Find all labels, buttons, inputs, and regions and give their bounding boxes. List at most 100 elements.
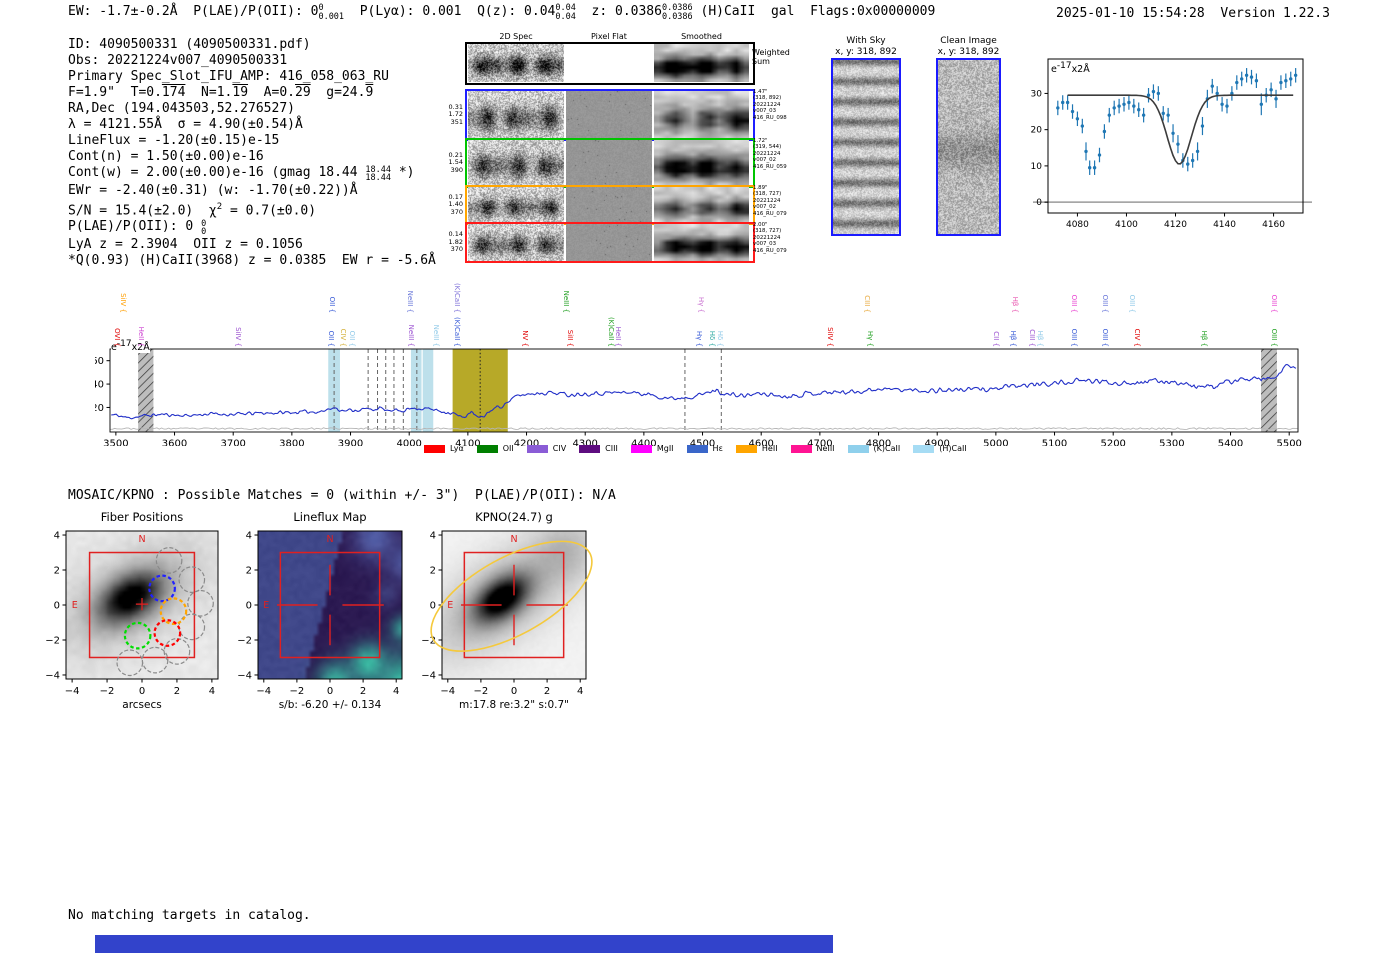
data-point	[1132, 104, 1136, 108]
y-tick-label: 4	[430, 531, 436, 542]
x-tick-label: 0	[327, 686, 333, 697]
fiber-row-left-stats: 0.14 1.82 370	[448, 230, 463, 254]
galaxy-ellipse	[430, 540, 593, 652]
line-marker-bottom: SiII {	[565, 329, 574, 347]
data-point	[1141, 113, 1146, 117]
data-point	[1151, 89, 1156, 94]
y-tick-label: 4	[246, 531, 252, 542]
line-marker-bottom: CII {	[991, 331, 1000, 347]
data-point	[1225, 104, 1229, 108]
y-tick-label: 0	[54, 601, 60, 612]
cutout-title: Fiber Positions	[101, 510, 184, 524]
x-tick-label: −2	[100, 686, 115, 697]
data-point	[1092, 166, 1097, 170]
spec2d-row-border	[465, 222, 755, 263]
line-marker-top: OIII {	[1127, 294, 1136, 313]
x-tick-label: 3700	[220, 439, 245, 447]
x-tick-label: 5200	[1100, 439, 1125, 447]
info-line: λ = 4121.55Å σ = 4.90(±0.54)Å	[68, 117, 303, 133]
line-marker-bottom: Hδ {	[716, 330, 725, 347]
x-tick-label: 4120	[1164, 220, 1187, 230]
clean-image	[938, 60, 999, 234]
x-tick-label: 5500	[1276, 439, 1301, 447]
line-marker-bottom: NeIII {	[432, 324, 441, 347]
data-point	[1166, 113, 1170, 117]
legend-swatch	[847, 444, 869, 453]
fiber-circle	[153, 619, 182, 647]
north-label: N	[138, 534, 145, 545]
masked-band-hatch	[138, 349, 154, 432]
units-annotation: e-17x2Å	[111, 339, 150, 354]
line-marker-bottom: Hβ {	[1199, 330, 1208, 347]
x-tick-label: 4200	[514, 439, 539, 447]
line-marker-top: NeIII {	[406, 290, 415, 313]
line-marker-bottom: OIII {	[1100, 328, 1109, 347]
legend-swatch	[579, 444, 601, 453]
weighted-sum-label: Weighted Sum	[752, 48, 790, 66]
data-point	[1080, 124, 1085, 128]
legend-label: MgII	[656, 444, 674, 453]
x-tick-label: 0	[139, 686, 145, 697]
spectrum-legend: Lyα OII CIV CIII MgII Hε HeII NeIII (K)CaII (H)Ca…	[424, 444, 980, 453]
mosaic-match-line: MOSAIC/KPNO : Possible Matches = 0 (with…	[68, 488, 616, 503]
line-marker-top: OIII {	[1100, 294, 1109, 313]
line-marker-top: SiIV {	[118, 293, 127, 313]
y-tick-label: −4	[421, 670, 436, 681]
legend-entry: OII	[476, 444, 514, 453]
plot-frame	[109, 348, 1299, 433]
x-tick-label: 4500	[690, 439, 715, 447]
spec2d-col-title: 2D Spec	[499, 32, 533, 41]
fiber-row-left-stats: 0.31 1.72 351	[448, 102, 463, 126]
east-label: E	[72, 600, 78, 611]
legend-label: OII	[502, 444, 514, 453]
line-marker-top: OII {	[328, 296, 337, 313]
smoothed-image	[654, 140, 749, 186]
cutout-xlabel: s/b: -6.20 +/- 0.134	[279, 699, 382, 711]
x-tick-label: −4	[65, 686, 80, 697]
sky-panel-coords: x, y: 318, 892	[937, 46, 1000, 57]
data-point	[1171, 131, 1175, 135]
legend-entry: NeIII	[790, 444, 835, 453]
fiber-circle	[148, 574, 176, 603]
x-tick-label: 4	[393, 686, 399, 697]
legend-label: (H)CaII	[939, 444, 967, 453]
line-marker-top: (K)CaII {	[452, 282, 461, 313]
data-point	[1061, 100, 1065, 105]
info-line: ID: 4090500331 (4090500331.pdf)	[68, 37, 311, 52]
info-line: LineFlux = -1.20(±0.15)e-15	[68, 133, 280, 149]
data-point	[1065, 100, 1070, 105]
data-point	[1070, 109, 1075, 114]
line-marker-bottom: HeII {	[136, 326, 145, 347]
line-marker-bottom: NeIII {	[406, 324, 415, 347]
spec2d-image	[468, 187, 564, 223]
data-point	[1056, 106, 1060, 110]
masked-band-hatch	[1261, 349, 1277, 432]
y-tick-label: 0	[430, 601, 436, 612]
x-tick-label: 4140	[1213, 220, 1236, 230]
line-fit-svg: 4080 4100 4120 4140 4160 0 10 20 30	[1031, 58, 1312, 230]
data-point	[1176, 142, 1180, 146]
y-tick-label: 40	[95, 380, 104, 391]
info-line: EWr = -2.40(±0.31) (w: -1.70(±0.22))Å	[68, 182, 358, 198]
x-tick-label: 4	[577, 686, 583, 697]
data-point	[1137, 108, 1141, 112]
x-tick-label: 5000	[983, 439, 1008, 447]
y-tick-label: 10	[1031, 162, 1043, 172]
legend-swatch	[790, 444, 812, 453]
line-marker-bottom: OVI {	[113, 328, 122, 347]
x-tick-label: 3800	[279, 439, 304, 447]
legend-label: CIV	[552, 444, 567, 453]
line-marker-bottom: HeII {	[614, 326, 623, 347]
line-marker-bottom: NV {	[521, 330, 530, 347]
sky-panel-coords: x, y: 318, 892	[835, 46, 897, 57]
y-tick-label: 30	[1031, 89, 1043, 99]
east-label: E	[263, 600, 269, 611]
y-tick-label: 2	[430, 566, 436, 577]
y-tick-label: −4	[45, 670, 60, 681]
x-tick-label: 5400	[1218, 439, 1243, 447]
line-marker-bottom: SiIV {	[234, 327, 243, 347]
y-tick-label: 2	[54, 566, 60, 577]
x-tick-label: 2	[360, 686, 366, 697]
x-tick-label: 4100	[455, 439, 480, 447]
